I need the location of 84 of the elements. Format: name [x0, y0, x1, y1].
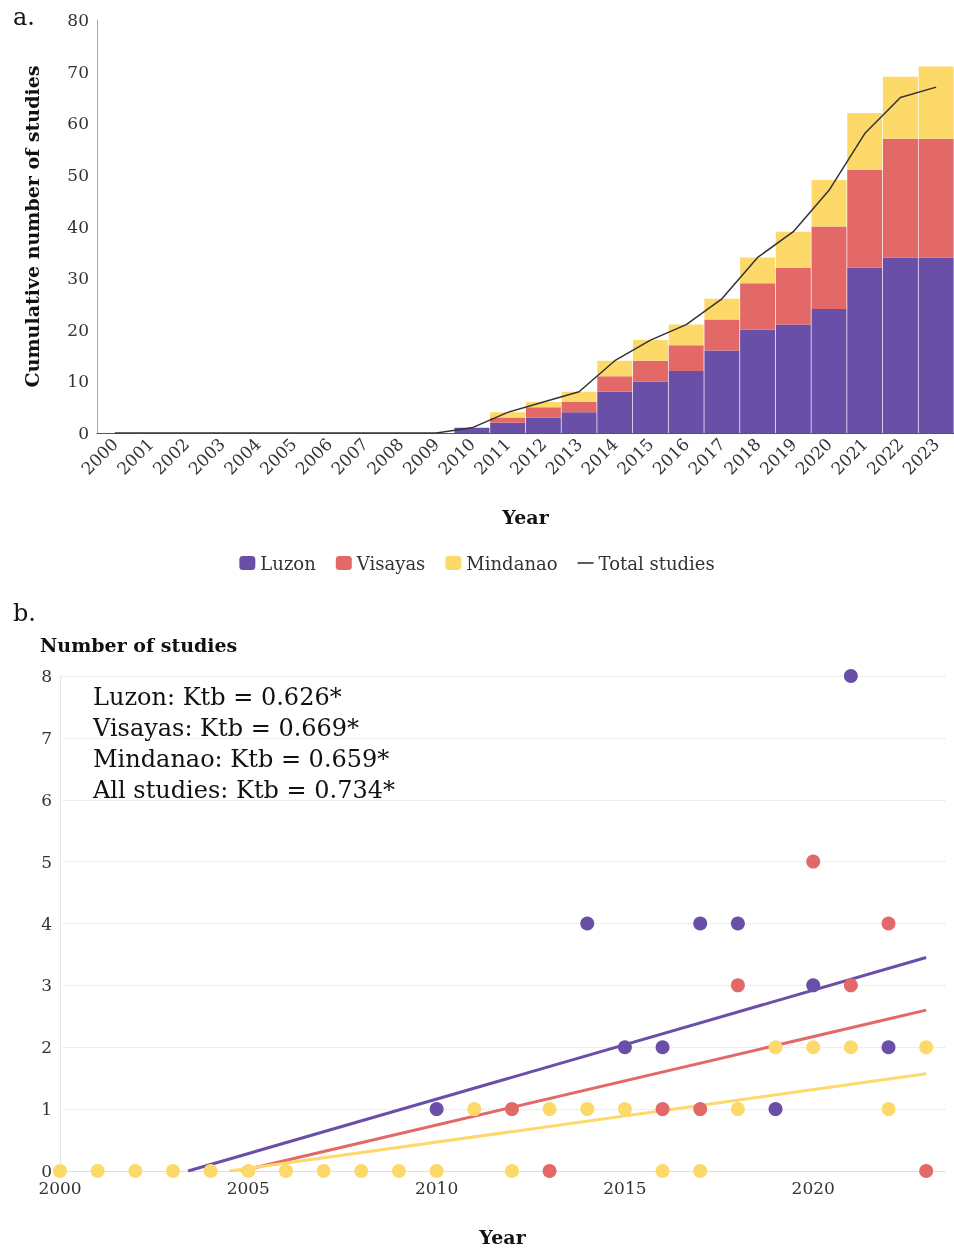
y-tick-label: 0	[78, 423, 89, 443]
y-axis-title: Number of studies	[40, 633, 238, 656]
point	[843, 1040, 858, 1055]
point	[730, 1102, 745, 1117]
annotation: Luzon: Ktb = 0.626*	[93, 683, 342, 711]
point	[429, 1102, 444, 1117]
line-series	[114, 86, 937, 434]
annotation: All studies: Ktb = 0.734*	[92, 776, 396, 804]
y-tick-label: 50	[67, 164, 89, 185]
point	[843, 978, 858, 993]
point	[316, 1164, 331, 1178]
point	[617, 1102, 632, 1117]
point	[203, 1164, 218, 1178]
bar	[597, 360, 633, 377]
point	[693, 916, 708, 931]
legend-label: Mindanao	[466, 552, 558, 574]
y-tick-label: 1	[41, 1099, 52, 1120]
x-tick-label: 2015	[603, 1177, 647, 1198]
point	[241, 1164, 256, 1178]
point	[655, 1164, 670, 1178]
y-tick-label: 3	[41, 975, 52, 996]
point	[881, 1040, 896, 1055]
legend-label: Total studies	[598, 552, 715, 574]
point	[542, 1164, 557, 1178]
point	[730, 916, 745, 931]
point	[806, 1040, 821, 1055]
point	[278, 1164, 293, 1178]
legend-label: Luzon	[260, 552, 317, 574]
point	[843, 669, 858, 683]
y-tick-label: 7	[41, 727, 52, 748]
point	[165, 1164, 180, 1178]
annotation: Mindanao: Ktb = 0.659*	[93, 745, 390, 773]
y-tick-label: 60	[67, 113, 89, 134]
point	[429, 1164, 444, 1178]
point	[881, 916, 896, 931]
point	[128, 1164, 143, 1178]
point	[504, 1102, 519, 1117]
y-tick-label: 2	[41, 1037, 52, 1058]
chart-title: b.	[13, 599, 36, 627]
y-tick-label: 40	[67, 216, 89, 237]
y-tick-label: 4	[41, 913, 52, 934]
x-tick-label: 2005	[226, 1177, 270, 1198]
bar	[704, 298, 740, 320]
point	[467, 1102, 482, 1117]
y-tick-label: 80	[67, 10, 89, 30]
y-tick-label: 6	[41, 789, 52, 810]
point	[53, 1164, 67, 1178]
point	[768, 1040, 783, 1055]
point	[617, 1040, 632, 1055]
chart-title: a.	[13, 3, 35, 31]
point	[354, 1164, 369, 1178]
point	[693, 1164, 708, 1178]
point	[693, 1102, 708, 1117]
y-tick-label: 10	[67, 371, 89, 392]
point	[655, 1102, 670, 1117]
point	[806, 854, 821, 869]
x-tick-label: 2010	[414, 1177, 459, 1198]
point	[806, 978, 821, 993]
point	[881, 1102, 896, 1117]
point	[580, 916, 595, 931]
point	[655, 1040, 670, 1055]
x-axis-title: Year	[478, 1225, 527, 1248]
bar	[811, 180, 847, 227]
y-tick-label: 30	[67, 268, 89, 289]
bar	[490, 417, 526, 423]
point	[391, 1164, 406, 1178]
y-tick-label: 8	[41, 666, 52, 686]
y-tick-label: 5	[41, 851, 52, 872]
y-axis-title: Cumulative number of studies	[20, 65, 43, 388]
point	[919, 1164, 934, 1178]
point	[580, 1102, 595, 1117]
point	[90, 1164, 105, 1178]
y-tick-label: 20	[67, 319, 89, 340]
y-tick-label: 70	[67, 61, 89, 82]
annotation: Visayas: Ktb = 0.669*	[92, 714, 360, 742]
bar	[561, 391, 597, 403]
point	[768, 1102, 783, 1117]
point	[730, 978, 745, 993]
point	[919, 1040, 934, 1055]
x-axis-title: Year	[501, 505, 550, 528]
point	[542, 1102, 557, 1117]
x-tick-label: 2020	[791, 1177, 835, 1198]
legend-label: Visayas	[355, 552, 426, 574]
point	[504, 1164, 519, 1178]
